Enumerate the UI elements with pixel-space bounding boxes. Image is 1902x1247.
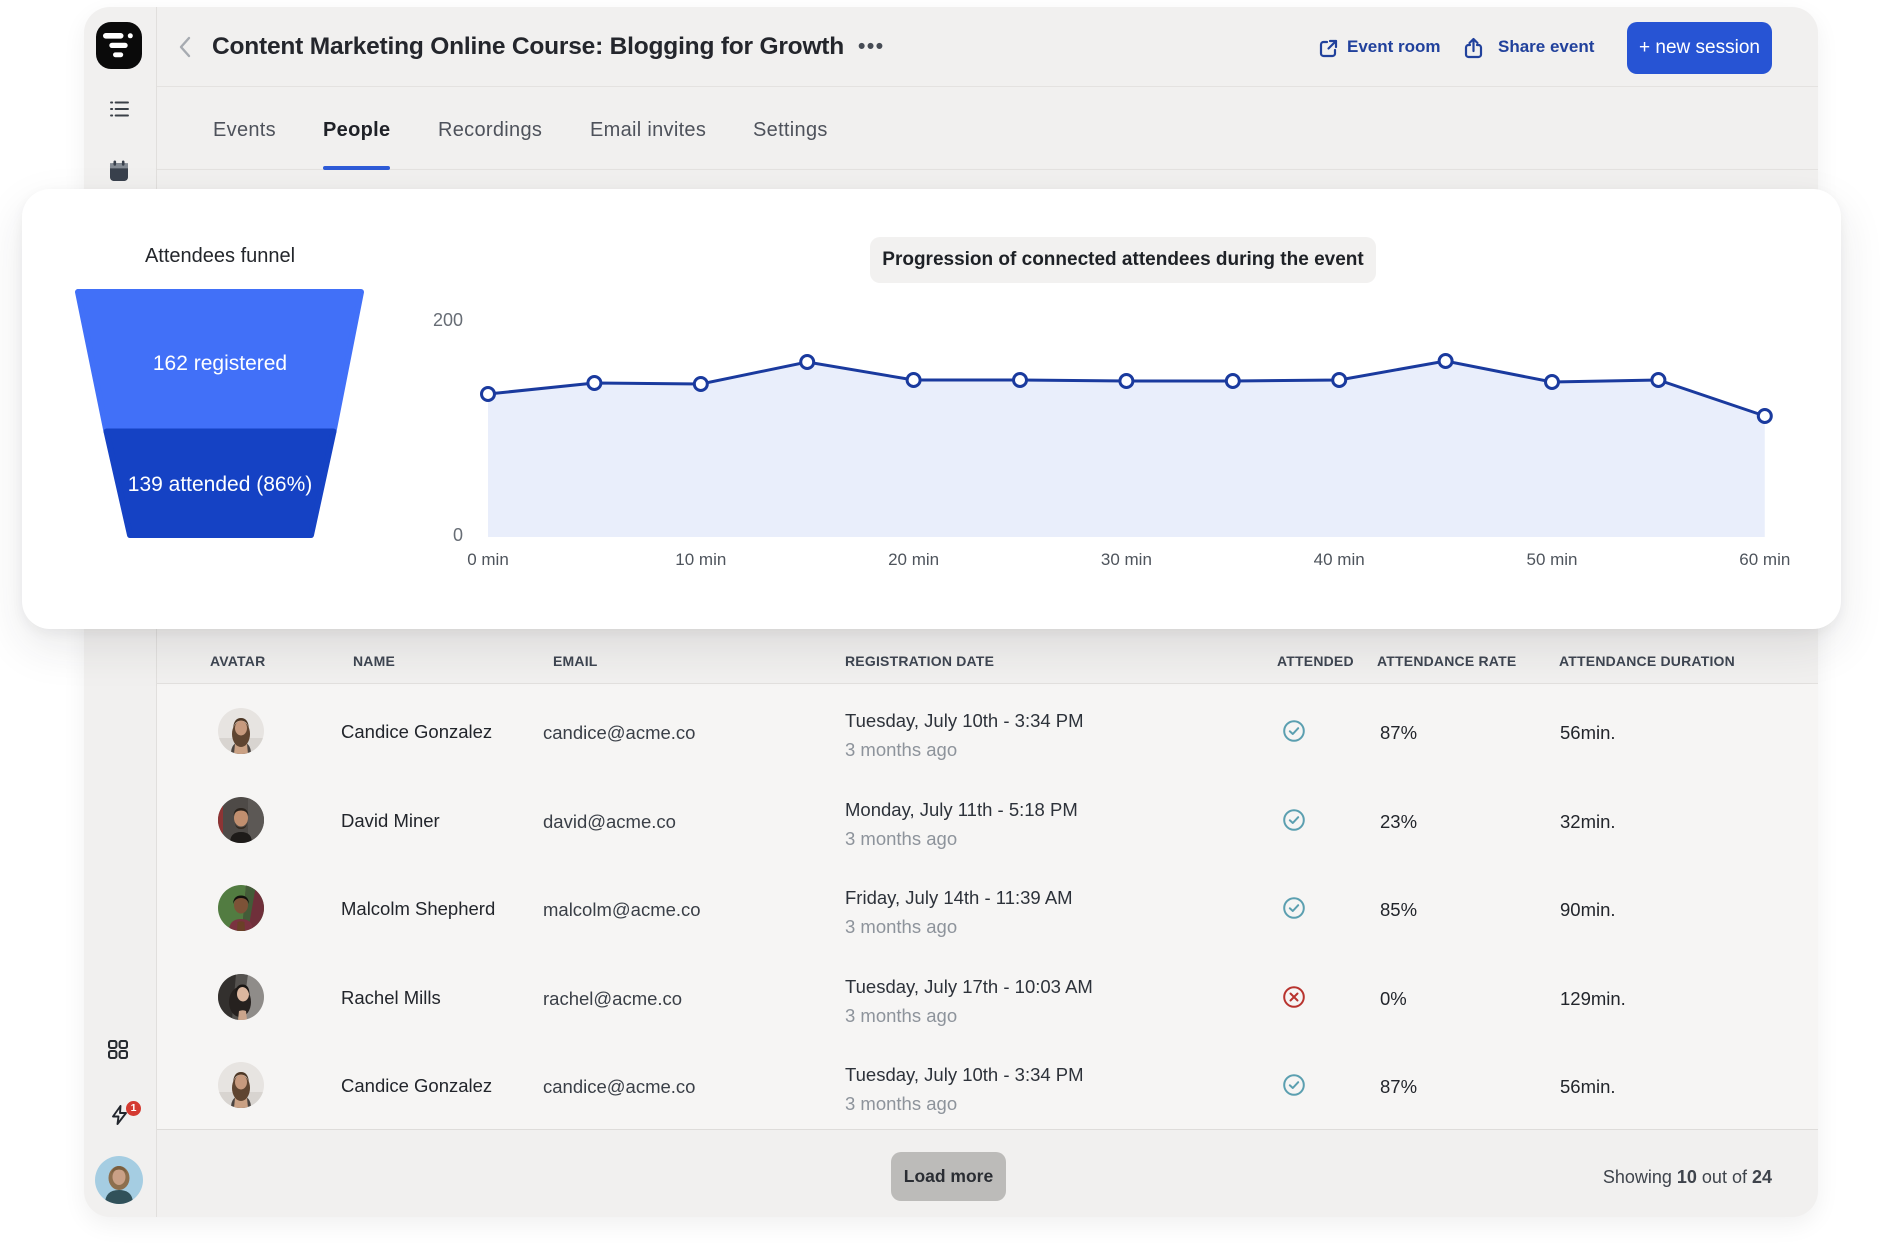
svg-text:200: 200: [433, 310, 463, 330]
svg-text:40 min: 40 min: [1314, 550, 1365, 569]
svg-text:10 min: 10 min: [675, 550, 726, 569]
svg-text:0 min: 0 min: [467, 550, 509, 569]
svg-text:50 min: 50 min: [1526, 550, 1577, 569]
svg-text:60 min: 60 min: [1739, 550, 1790, 569]
svg-text:0: 0: [453, 525, 463, 545]
svg-text:30 min: 30 min: [1101, 550, 1152, 569]
svg-text:20 min: 20 min: [888, 550, 939, 569]
